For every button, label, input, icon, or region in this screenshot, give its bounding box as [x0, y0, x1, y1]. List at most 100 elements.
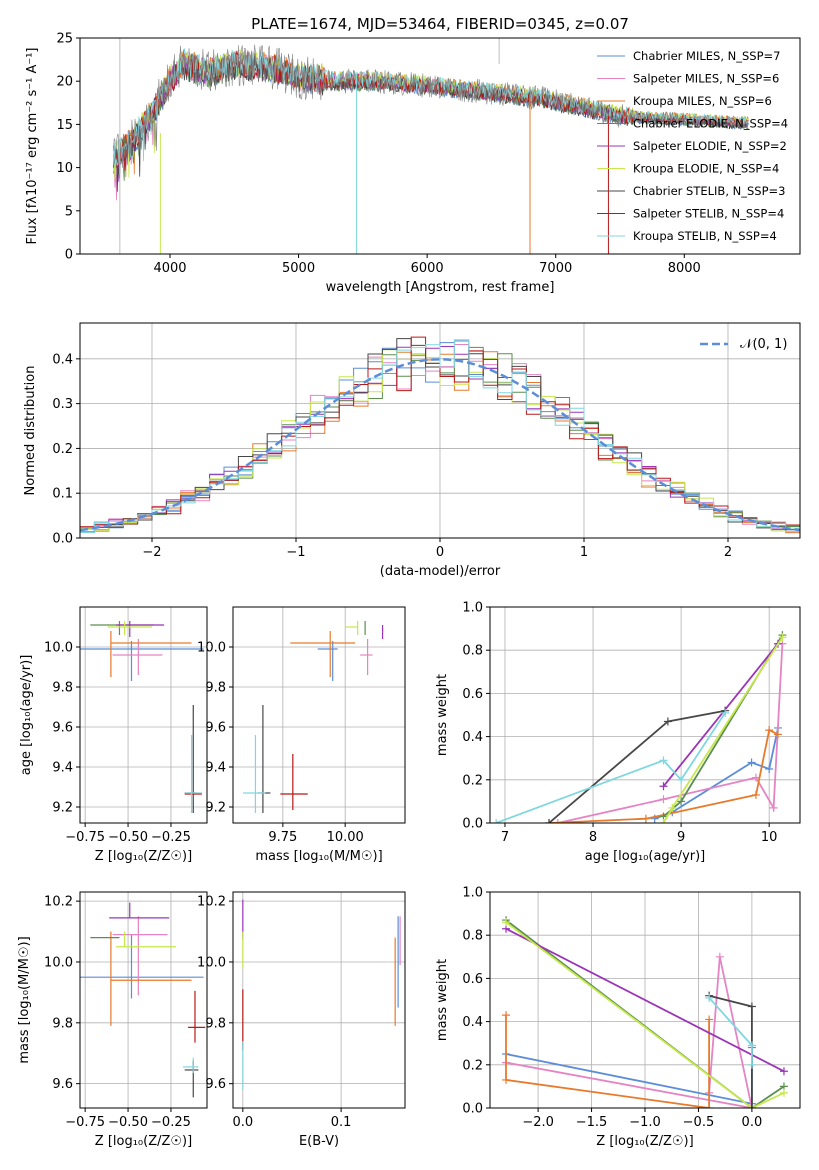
legend-entry: Kroupa MILES, N_SSP=6 — [633, 94, 772, 108]
massweight-vs-age-ytick-label: 0.4 — [462, 730, 483, 745]
massweight-vs-age-xlabel: age [log₁₀(age/yr)] — [585, 849, 706, 864]
mass-vs-Z-ytick-label: 10.0 — [44, 955, 73, 970]
series-marker — [659, 819, 668, 823]
massweight-vs-age-ytick-label: 1.0 — [462, 601, 483, 616]
series-marker — [715, 952, 724, 961]
series-marker — [778, 633, 787, 642]
series-marker — [668, 803, 677, 812]
spectrum-xtick-label: 7000 — [539, 261, 572, 276]
chart-title: PLATE=1674, MJD=53464, FIBERID=0345, z=0… — [251, 15, 629, 33]
age-vs-Z-axes — [76, 607, 207, 827]
series-marker — [502, 1075, 511, 1084]
massweight-vs-age-ytick-label: 0.6 — [462, 687, 483, 702]
series-marker — [663, 717, 672, 726]
series-line — [505, 921, 785, 1108]
series-marker — [747, 1002, 756, 1011]
age-vs-mass-xtick-label: 10.00 — [327, 830, 364, 845]
age-vs-Z-xlabel: Z [log₁₀(Z/Z☉)] — [95, 849, 192, 864]
massweight-vs-Z-xtick-label: −2.0 — [522, 1115, 554, 1130]
spectrum-lines — [113, 38, 749, 254]
residual-histogram — [80, 340, 800, 531]
legend-entry: Kroupa STELIB, N_SSP=4 — [633, 229, 777, 243]
mass-vs-EBV-points — [242, 899, 401, 1090]
residuals-xtick-label: 1 — [580, 545, 588, 560]
age-vs-mass-points — [242, 621, 384, 813]
age-vs-Z-ylabel: age [log₁₀(age/yr)] — [19, 655, 34, 776]
series-marker — [751, 790, 760, 799]
legend-entry: Chabrier STELIB, N_SSP=3 — [633, 184, 785, 198]
legend-entry: Salpeter STELIB, N_SSP=4 — [633, 207, 784, 221]
series-marker — [502, 1011, 511, 1020]
residuals-ytick-label: 0.3 — [52, 397, 73, 412]
series-line — [495, 712, 726, 823]
residual-hists — [80, 336, 800, 534]
series-marker — [677, 775, 686, 784]
series-line — [548, 728, 779, 823]
series-marker — [492, 819, 501, 823]
massweight-vs-age-xtick-label: 9 — [677, 830, 685, 845]
massweight-vs-Z-ytick-label: 0.0 — [462, 1102, 483, 1117]
spectrum-axes — [76, 37, 685, 258]
massweight-vs-Z-ytick-label: 0.8 — [462, 929, 483, 944]
residuals-xtick-label: 2 — [724, 545, 732, 560]
series-marker — [769, 803, 778, 812]
residuals-ytick-label: 0.4 — [52, 352, 73, 367]
massweight-vs-age-ytick-label: 0.0 — [462, 817, 483, 832]
legend-entry: Chabrier MILES, N_SSP=7 — [633, 49, 780, 63]
massweight-vs-Z-xtick-label: −1.5 — [576, 1115, 608, 1130]
massweight-vs-Z-ytick-label: 0.2 — [462, 1058, 483, 1073]
mass-vs-Z-frame — [79, 891, 208, 1109]
age-vs-mass-ytick-label: 10.0 — [197, 641, 226, 656]
age-vs-mass-frame — [232, 606, 406, 824]
massweight-vs-age-ytick-label: 0.8 — [462, 644, 483, 659]
age-vs-Z-xtick-label: −0.25 — [151, 830, 191, 845]
massweight-vs-age-xtick-label: 8 — [589, 830, 597, 845]
spectrum-xtick-label: 4000 — [153, 261, 186, 276]
mass-vs-EBV-frame — [232, 891, 406, 1109]
massweight-vs-age-lines — [492, 631, 787, 823]
massweight-vs-age-axes — [486, 606, 800, 827]
series-marker — [747, 1041, 756, 1050]
age-vs-Z-xtick-label: −0.50 — [108, 830, 148, 845]
age-vs-mass-ytick-label: 9.2 — [205, 801, 226, 816]
series-marker — [765, 765, 774, 773]
age-vs-mass-xlabel: mass [log₁₀(M/M☉)] — [255, 849, 382, 864]
mass-vs-EBV-ytick-label: 9.8 — [205, 1016, 226, 1031]
mass-vs-EBV-ytick-label: 9.6 — [205, 1077, 226, 1092]
age-vs-mass-ytick-label: 9.6 — [205, 721, 226, 736]
legend-entry: 𝒩(0, 1) — [740, 337, 787, 352]
age-vs-Z-points — [80, 621, 204, 813]
series-marker — [641, 814, 650, 823]
series-line — [505, 919, 785, 1108]
spectrum-ytick-label: 10 — [56, 161, 73, 176]
residuals-axes — [76, 323, 800, 542]
age-vs-mass-ytick-label: 9.4 — [205, 761, 226, 776]
series-marker — [659, 756, 668, 765]
age-vs-mass-axes — [229, 607, 405, 827]
series-line — [505, 927, 785, 1073]
legend-entry: Salpeter ELODIE, N_SSP=2 — [633, 139, 787, 153]
mass-vs-EBV-xtick-label: 0.1 — [331, 1115, 352, 1130]
spectrum-ytick-label: 15 — [56, 118, 73, 133]
series-line — [505, 1047, 753, 1105]
mass-vs-Z-ytick-label: 9.8 — [52, 1016, 73, 1031]
age-vs-Z-ytick-label: 10.0 — [44, 641, 73, 656]
series-marker — [545, 819, 554, 823]
mass-vs-Z-ylabel: mass [log₁₀(M/M☉)] — [17, 936, 32, 1063]
legend-entry: Salpeter MILES, N_SSP=6 — [633, 72, 779, 86]
spectrum-xtick-label: 6000 — [411, 261, 444, 276]
series-line — [505, 1015, 710, 1108]
age-vs-Z-frame — [79, 606, 208, 824]
mass-vs-EBV-ytick-label: 10.0 — [197, 955, 226, 970]
residuals-ytick-label: 0.0 — [52, 532, 73, 547]
massweight-vs-Z-ytick-label: 0.6 — [462, 972, 483, 987]
age-vs-Z-ytick-label: 9.4 — [52, 761, 73, 776]
age-vs-Z-ytick-label: 9.2 — [52, 801, 73, 816]
age-vs-Z-ytick-label: 9.8 — [52, 681, 73, 696]
spectrum-ytick-label: 0 — [65, 248, 73, 263]
massweight-vs-Z-xtick-label: −0.5 — [683, 1115, 715, 1130]
series-marker — [747, 1060, 756, 1069]
residuals-xtick-label: −1 — [286, 545, 305, 560]
massweight-vs-Z-ylabel: mass weight — [435, 959, 450, 1041]
